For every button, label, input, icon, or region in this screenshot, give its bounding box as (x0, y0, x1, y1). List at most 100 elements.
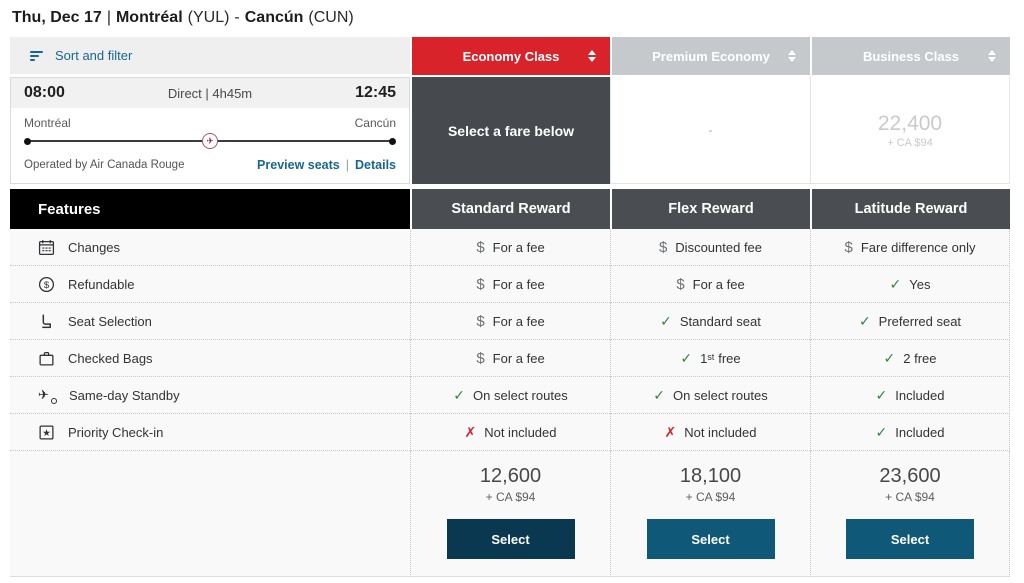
features-header-cell: Features (10, 184, 410, 229)
destination-dot (389, 138, 396, 145)
fee-icon: $ (658, 238, 668, 256)
standby-icon: ✈ (38, 387, 57, 404)
svg-text:$: $ (44, 280, 50, 291)
feature-row-refundable: $ Refundable (10, 266, 410, 303)
origin-dot (24, 138, 31, 145)
value-cell: ✓ On select routes (410, 377, 610, 414)
business-points: 22,400 (877, 111, 943, 135)
value-cell: ✓ Included (810, 377, 1010, 414)
fee-icon: $ (476, 275, 485, 293)
feature-label: Refundable (68, 276, 135, 292)
fare-fees: + CA $94 (485, 490, 536, 504)
flight-links: Preview seats | Details (257, 158, 396, 172)
fare-points: 18,100 (679, 465, 742, 487)
flight-date: Thu, Dec 17 (12, 9, 102, 26)
select-button-standard-reward[interactable]: Select (446, 519, 575, 559)
stops-duration: Direct | 4h45m (167, 85, 253, 101)
check-icon: ✓ (858, 312, 871, 329)
value-cell: $ Discounted fee (610, 229, 810, 266)
fare-points: 12,600 (479, 465, 542, 487)
feature-row-changes: Changes (10, 229, 410, 266)
feature-label: Priority Check-in (68, 424, 164, 440)
feature-row-same-day-standby: ✈ Same-day Standby (10, 377, 410, 414)
value-cell: ✓ Preferred seat (810, 303, 1010, 340)
premium-economy-unavailable-cell: - (610, 77, 810, 184)
origin-code: (YUL) (187, 9, 230, 26)
economy-select-fare-prompt: Select a fare below (410, 77, 610, 184)
tab-business-class[interactable]: Business Class (810, 37, 1010, 77)
fare-header-standard-reward: Standard Reward (410, 184, 610, 229)
tab-premium-economy[interactable]: Premium Economy (610, 37, 810, 77)
feature-label: Same-day Standby (69, 387, 180, 403)
feature-label: Checked Bags (68, 350, 153, 366)
seat-icon (42, 314, 51, 328)
value-cell: ✓ Standard seat (610, 303, 810, 340)
sort-and-filter-button[interactable]: Sort and filter (10, 37, 410, 77)
priority-icon: ★ (39, 424, 54, 440)
route-line: ✈ (24, 133, 396, 149)
sort-filter-icon (30, 50, 43, 61)
flight-times-bar: 08:00 Direct | 4h45m 12:45 (11, 78, 409, 108)
fare-header-latitude-reward: Latitude Reward (810, 184, 1010, 229)
check-icon: ✓ (875, 423, 888, 440)
fee-icon: $ (844, 238, 853, 256)
price-row-spacer (10, 451, 410, 577)
cross-icon: ✗ (464, 423, 477, 440)
title-separator: | (106, 9, 111, 26)
page-title: Thu, Dec 17 | Montréal (YUL) - Cancún (C… (12, 9, 1024, 27)
bag-icon (39, 351, 54, 366)
value-cell: ✓ 2 free (810, 340, 1010, 377)
fee-icon: $ (476, 238, 485, 256)
departure-time: 08:00 (24, 84, 65, 101)
select-button-latitude-reward[interactable]: Select (846, 519, 974, 559)
feature-row-seat-selection: Seat Selection (10, 303, 410, 340)
cabin-tab-label: Business Class (862, 48, 960, 64)
sort-arrows-icon (988, 50, 996, 62)
sort-arrows-icon (588, 50, 596, 62)
destination-city: Cancún (244, 9, 304, 26)
tab-economy-class[interactable]: Economy Class (410, 37, 610, 77)
business-class-price-cell[interactable]: 22,400 + CA $94 (810, 77, 1010, 184)
feature-row-priority-check-in: ★ Priority Check-in (10, 414, 410, 451)
select-button-flex-reward[interactable]: Select (646, 519, 775, 559)
fare-fees: + CA $94 (685, 490, 736, 504)
features-header: Features (10, 189, 410, 229)
fare-flex-reward: 18,100 + CA $94 Select (610, 451, 810, 577)
destination-code: (CUN) (308, 9, 354, 26)
fare-standard-reward: 12,600 + CA $94 Select (410, 451, 610, 577)
check-icon: ✓ (680, 349, 693, 366)
flight-card-footer: Operated by Air Canada Rouge Preview sea… (11, 158, 409, 183)
cabin-tab-label: Economy Class (462, 48, 560, 64)
value-cell: ✓ 1ˢᵗ free (610, 340, 810, 377)
value-cell: ✓ Included (810, 414, 1010, 451)
link-divider: | (345, 158, 349, 172)
airline-plane-icon: ✈ (202, 133, 218, 149)
value-cell: $ For a fee (410, 303, 610, 340)
feature-label: Seat Selection (68, 313, 152, 329)
value-cell: ✗ Not included (610, 414, 810, 451)
svg-text:★: ★ (42, 428, 51, 439)
business-fees: + CA $94 (887, 136, 933, 149)
check-icon: ✓ (660, 312, 672, 329)
refund-dollar-icon: $ (38, 276, 55, 292)
fare-table: Sort and filter Economy Class Premium Ec… (10, 37, 1010, 577)
origin-city: Montréal (115, 9, 183, 26)
fee-icon: $ (476, 312, 485, 330)
value-cell: ✓ On select routes (610, 377, 810, 414)
origin-label: Montréal (24, 116, 71, 130)
flight-card: 08:00 Direct | 4h45m 12:45 Montréal Canc… (10, 77, 410, 184)
check-icon: ✓ (889, 275, 902, 292)
fee-icon: $ (676, 275, 685, 293)
preview-seats-link[interactable]: Preview seats (257, 158, 340, 172)
feature-row-checked-bags: Checked Bags (10, 340, 410, 377)
route-cities: Montréal Cancún (11, 116, 409, 130)
value-cell: ✗ Not included (410, 414, 610, 451)
value-cell: $ For a fee (610, 266, 810, 303)
details-link[interactable]: Details (355, 158, 396, 172)
arrival-time: 12:45 (355, 84, 396, 101)
fare-header-flex-reward: Flex Reward (610, 184, 810, 229)
check-icon: ✓ (883, 349, 896, 366)
unavailable-dash: - (708, 123, 713, 137)
value-cell: $ For a fee (410, 229, 610, 266)
check-icon: ✓ (653, 386, 666, 403)
